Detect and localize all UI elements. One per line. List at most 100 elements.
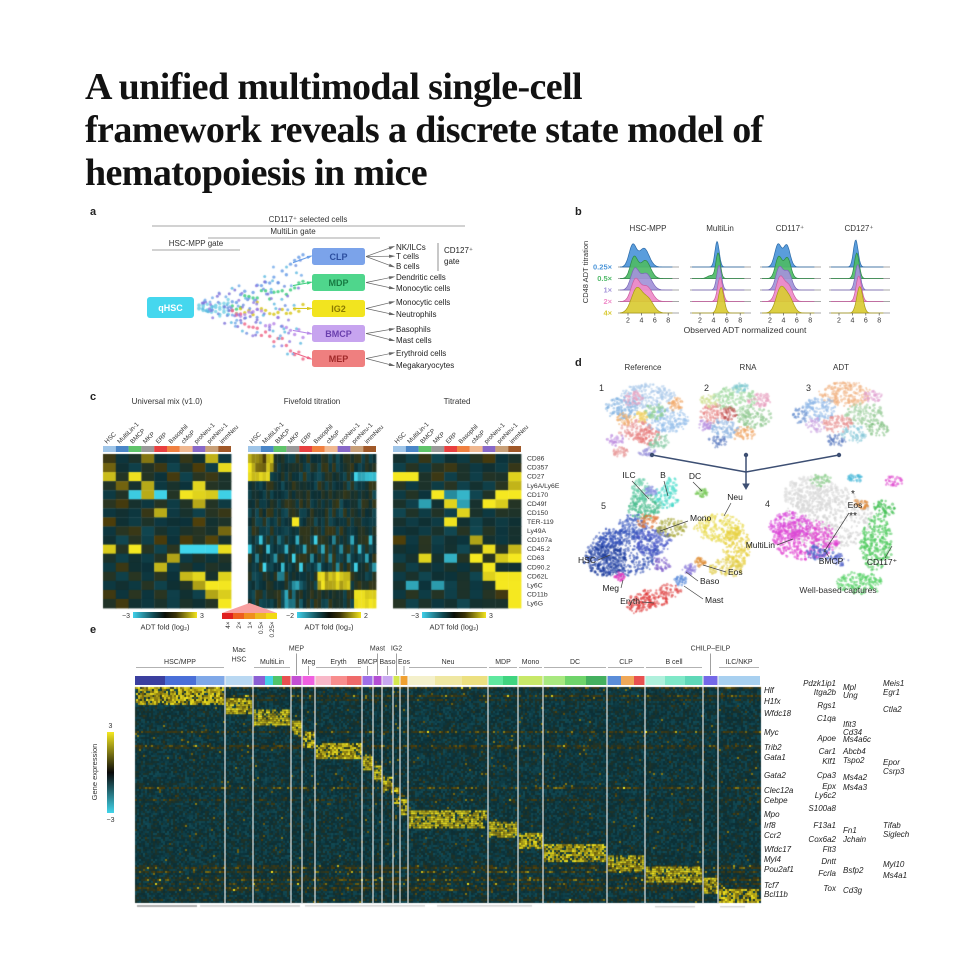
- umap-cluster-label: Neu: [727, 492, 743, 502]
- gene-label: Ifit3: [843, 720, 856, 729]
- umap-number: 2: [704, 383, 709, 393]
- arrow-line: [292, 351, 311, 360]
- umap-cluster-label: CD117⁺: [867, 557, 897, 567]
- gene-label: Egr1: [883, 688, 900, 697]
- umap-cluster-label: Meg: [602, 583, 619, 593]
- b-tick-label: 4: [711, 318, 715, 325]
- c-col-annotation: [273, 446, 287, 452]
- ridge-density: [692, 277, 745, 302]
- gene-label: Pou2af1: [764, 865, 794, 874]
- e-group-annotation: [382, 676, 393, 685]
- titration-level-label: 0.25×: [269, 621, 276, 637]
- ridge-density: [762, 285, 815, 314]
- gene-label: Fn1: [843, 826, 857, 835]
- arrow-line: [365, 358, 393, 366]
- c-row-label: CD86: [527, 456, 545, 463]
- leader-line: [685, 571, 699, 582]
- e-group-label: Neu: [442, 659, 455, 666]
- e-group-annotation: [718, 676, 760, 685]
- arrowhead-icon: [388, 246, 396, 250]
- c-row-label: Ly6C: [527, 582, 543, 589]
- c-col-annotation: [363, 446, 376, 452]
- c-row-label: CD357: [527, 465, 548, 472]
- gene-label: Cebpe: [764, 796, 788, 805]
- c-col-annotation: [495, 446, 509, 452]
- e-group-label: Mast: [370, 646, 385, 653]
- leader-line: [620, 579, 624, 589]
- c-col-annotation: [218, 446, 231, 452]
- c-row-label: TER-119: [527, 519, 554, 526]
- e-group-annotation: [273, 676, 282, 685]
- c-colorbar-max: 2: [364, 613, 368, 620]
- gene-label: Bsfp2: [843, 866, 864, 875]
- panel-b-label: b: [575, 206, 582, 218]
- arrowhead-icon: [306, 331, 314, 335]
- progenitor-label: CLP: [330, 252, 348, 262]
- leader-line: [683, 585, 704, 600]
- b-tick-label: 2: [698, 318, 702, 325]
- umap-cluster-label: Eryth: [620, 596, 640, 606]
- gene-label: Ms4a6c: [843, 735, 871, 744]
- umap-title: RNA: [740, 363, 758, 372]
- e-group-label: BMCP: [357, 659, 378, 666]
- e-group-annotation: [331, 676, 347, 685]
- arrowhead-icon: [388, 276, 396, 280]
- e-group-annotation: [400, 676, 408, 685]
- arrow-line: [365, 301, 393, 309]
- gate-bracket-label: HSC-MPP gate: [169, 239, 224, 248]
- c-col-annotation: [154, 446, 167, 452]
- panel-a-label: a: [90, 206, 97, 218]
- c-colorbar: [133, 612, 197, 618]
- qhsc-label: qHSC: [158, 303, 183, 313]
- gene-label: Pdzk1ip1: [803, 679, 836, 688]
- c-row-label: CD63: [527, 555, 545, 562]
- umap-caption: Well-based captures: [799, 585, 876, 595]
- gene-label: Gata1: [764, 753, 786, 762]
- leader-line: [597, 554, 611, 561]
- e-group-annotation: [565, 676, 586, 685]
- title-line-2: framework reveals a discrete state model…: [85, 109, 763, 151]
- b-tick-label: 8: [808, 318, 812, 325]
- b-col-title: HSC-MPP: [630, 224, 667, 233]
- c-col-annotation: [469, 446, 483, 452]
- cell-type-label: Mast cells: [396, 336, 432, 345]
- gene-label: Mpl: [843, 683, 856, 692]
- arrow-line: [365, 328, 393, 334]
- e-group-annotation: [253, 676, 265, 685]
- gene-label: Itga2b: [814, 688, 837, 697]
- gene-label: Tifab: [883, 821, 901, 830]
- c-col-label: ERP: [300, 431, 314, 445]
- cell-type-label: Basophils: [396, 325, 431, 334]
- c-colorbar-label: ADT fold (log₂): [429, 623, 479, 632]
- e-group-annotation: [315, 676, 331, 685]
- gene-label: Gata2: [764, 771, 786, 780]
- b-tick-label: 6: [795, 318, 799, 325]
- arrow-line: [365, 276, 393, 283]
- arrow-line: [292, 255, 311, 264]
- e-group-label: B cell: [665, 659, 683, 666]
- umap-number: 4: [765, 499, 770, 509]
- arrowhead-icon: [388, 352, 396, 356]
- b-col-title: MultiLin: [706, 224, 734, 233]
- e-group-label: HSC: [232, 657, 247, 664]
- e-group-label: IG2: [391, 646, 402, 653]
- gate-bracket-label: CD117⁺ selected cells: [269, 215, 348, 224]
- gene-label: Ms4a3: [843, 783, 868, 792]
- umap-cluster-label: B: [660, 470, 666, 480]
- gene-label: Trib2: [764, 743, 782, 752]
- c-row-label: CD11b: [527, 591, 548, 598]
- arrow-line: [365, 352, 393, 359]
- e-group-label: HSC/MPP: [164, 659, 196, 666]
- progenitor-box: [312, 300, 365, 317]
- e-group-annotation: [607, 676, 621, 685]
- gene-label: Ung: [843, 691, 858, 700]
- arrowhead-icon: [388, 254, 396, 258]
- leader-line: [823, 548, 830, 558]
- titration-level-label: 0.5×: [258, 621, 265, 634]
- connector-line: [651, 454, 747, 473]
- e-group-annotation: [135, 676, 165, 685]
- arrowhead-icon: [306, 255, 314, 260]
- leader-line: [702, 564, 727, 573]
- gene-label: Epor: [883, 758, 900, 767]
